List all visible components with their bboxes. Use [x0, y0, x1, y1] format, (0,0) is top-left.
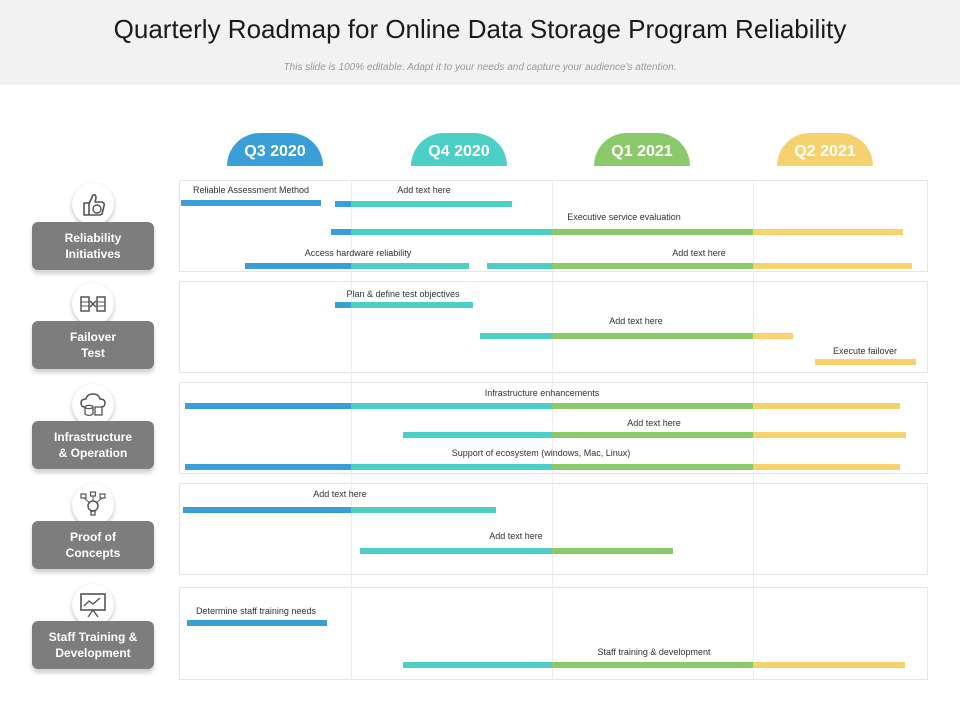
task-bar [245, 263, 351, 269]
task-bar [552, 662, 753, 668]
task-bar [185, 464, 351, 470]
task-label: Executive service evaluation [567, 212, 681, 222]
task-bar [351, 464, 552, 470]
quarter-tab-q2-2021: Q2 2021 [777, 133, 873, 166]
task-bar [331, 229, 351, 235]
category-infrastructure-operation: Infrastructure & Operation [32, 421, 154, 469]
task-label: Add text here [609, 316, 663, 326]
task-bar [552, 464, 753, 470]
task-bar [753, 403, 900, 409]
task-bar [753, 333, 793, 339]
task-label: Determine staff training needs [196, 606, 316, 616]
task-label: Support of ecosystem (windows, Mac, Linu… [451, 448, 631, 458]
task-bar [552, 333, 753, 339]
task-bar [552, 548, 673, 554]
task-bar [183, 507, 351, 513]
category-label: Failover Test [69, 330, 117, 360]
task-bar [403, 432, 552, 438]
cloud-database-icon [72, 384, 114, 426]
task-bar [351, 229, 552, 235]
task-bar [351, 263, 469, 269]
category-label: Staff Training & Development [48, 630, 138, 660]
task-bar [753, 432, 906, 438]
task-bar [351, 403, 552, 409]
task-label: Execute failover [832, 346, 898, 356]
category-proof-of-concepts: Proof of Concepts [32, 521, 154, 569]
server-exchange-icon [72, 283, 114, 325]
task-bar [552, 403, 753, 409]
quarter-divider [753, 180, 754, 680]
quarter-tab-q1-2021: Q1 2021 [594, 133, 690, 166]
row-panel-reliability [179, 180, 928, 272]
page-subtitle: This slide is 100% editable. Adapt it to… [283, 62, 677, 73]
task-label: Add text here [397, 185, 451, 195]
task-label: Reliable Assessment Method [192, 185, 310, 195]
lightbulb-network-icon [72, 484, 114, 526]
task-bar [487, 263, 552, 269]
task-bar [753, 662, 905, 668]
task-bar [403, 662, 552, 668]
row-panel-failover [179, 281, 928, 373]
page-title: Quarterly Roadmap for Online Data Storag… [113, 14, 847, 44]
task-label: Add text here [313, 489, 367, 499]
task-bar [552, 229, 753, 235]
quarter-tab-q3-2020: Q3 2020 [227, 133, 323, 166]
task-bar [351, 201, 512, 207]
row-panel-proof [179, 483, 928, 575]
task-bar [753, 263, 912, 269]
task-label: Add text here [672, 248, 726, 258]
task-bar [181, 200, 321, 206]
task-bar [360, 548, 552, 554]
quarter-divider [351, 180, 352, 680]
task-bar [753, 464, 900, 470]
category-reliability-initiatives: Reliability Initiatives [32, 222, 154, 270]
task-bar [753, 229, 903, 235]
quarter-tab-q4-2020: Q4 2020 [411, 133, 507, 166]
task-bar [187, 620, 327, 626]
task-bar [815, 359, 916, 365]
quarter-divider [552, 180, 553, 680]
task-bar [351, 302, 473, 308]
header-band [0, 0, 960, 85]
task-label: Access hardware reliability [304, 248, 412, 258]
task-label: Infrastructure enhancements [484, 388, 600, 398]
task-bar [480, 333, 552, 339]
task-label: Add text here [489, 531, 543, 541]
thumbs-up-hand-icon [72, 183, 114, 225]
category-failover-test: Failover Test [32, 321, 154, 369]
task-bar [552, 263, 753, 269]
task-label: Staff training & development [597, 647, 711, 657]
task-bar [185, 403, 351, 409]
task-bar [552, 432, 753, 438]
category-staff-training: Staff Training & Development [32, 621, 154, 669]
category-label: Reliability Initiatives [64, 231, 122, 261]
task-label: Add text here [627, 418, 681, 428]
row-panel-infrastructure [179, 382, 928, 474]
task-bar [335, 302, 351, 308]
task-bar [335, 201, 351, 207]
presentation-board-icon [72, 584, 114, 626]
category-label: Infrastructure & Operation [53, 430, 133, 460]
task-label: Plan & define test objectives [346, 289, 460, 299]
task-bar [351, 507, 496, 513]
category-label: Proof of Concepts [65, 530, 121, 560]
